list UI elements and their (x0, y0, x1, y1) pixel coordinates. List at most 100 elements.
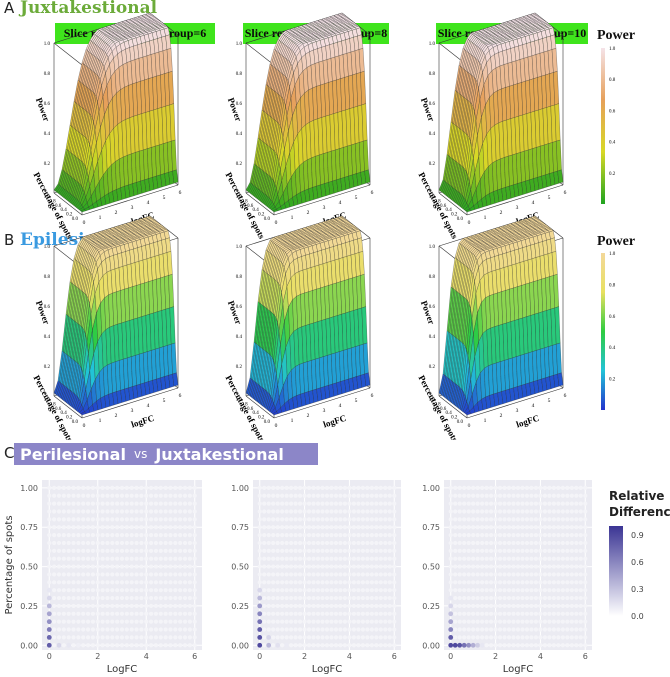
x-tick-label: 3 (131, 408, 134, 414)
grid-point (333, 619, 339, 624)
grid-point (129, 619, 134, 624)
grid-point (297, 595, 303, 601)
grid-point (533, 572, 539, 577)
grid-point (262, 509, 267, 514)
grid-point (369, 532, 374, 538)
grid-point (257, 501, 262, 506)
box-edge (273, 184, 371, 216)
grid-point (320, 532, 325, 538)
grid-point (351, 556, 357, 561)
grid-point (134, 595, 139, 601)
grid-point (374, 556, 379, 561)
grid-point (466, 595, 471, 601)
grid-point (356, 588, 361, 593)
grid-point (105, 532, 110, 538)
z-tick-label: 0.4 (44, 132, 51, 137)
grid-point (320, 588, 325, 593)
grid-point (493, 603, 498, 609)
data-point (46, 642, 52, 648)
x-axis-label: LogFC (107, 664, 138, 675)
grid-point (529, 580, 534, 585)
grid-point (365, 509, 370, 514)
grid-point (347, 532, 352, 538)
box-edge (53, 192, 83, 216)
grid-point (95, 603, 100, 609)
grid-point (61, 548, 66, 553)
grid-point (506, 509, 512, 514)
grid-point (347, 627, 352, 632)
grid-point (182, 595, 188, 601)
grid-point (475, 532, 480, 538)
grid-point (315, 603, 321, 609)
data-point (275, 642, 281, 648)
grid-point (293, 588, 298, 593)
grid-point (471, 572, 476, 577)
box-edge (53, 395, 83, 419)
grid-point (47, 532, 52, 538)
grid-point (329, 556, 334, 561)
grid-point (462, 485, 467, 490)
grid-point (342, 548, 348, 553)
grid-point (280, 509, 285, 514)
grid-point (110, 493, 115, 498)
grid-point (134, 556, 139, 561)
grid-point (289, 588, 294, 593)
grid-point (497, 603, 503, 609)
grid-point (471, 501, 476, 506)
grid-point (365, 643, 370, 648)
grid-point (311, 588, 316, 593)
grid-point (119, 643, 125, 648)
grid-point (356, 485, 361, 490)
grid-point (168, 595, 173, 601)
grid-point (374, 517, 379, 522)
grid-point (56, 548, 62, 553)
grid-point (76, 517, 81, 522)
grid-point (297, 493, 303, 498)
grid-point (524, 501, 530, 506)
grid-point (515, 540, 521, 546)
grid-point (115, 509, 120, 514)
x-tick-label: 1 (291, 215, 294, 221)
grid-point (66, 595, 71, 601)
grid-point (297, 627, 303, 632)
grid-point (115, 501, 120, 506)
grid-point (148, 643, 154, 648)
grid-point (262, 525, 267, 530)
y-tick-label: 0.4 (61, 208, 68, 213)
grid-point (129, 556, 134, 561)
grid-point (306, 509, 312, 514)
grid-point (493, 588, 498, 593)
x-tick-label: 2 (307, 210, 310, 216)
grid-point (462, 580, 467, 585)
grid-point (387, 525, 392, 530)
grid-point (182, 572, 188, 577)
grid-point (302, 564, 307, 569)
grid-point (158, 643, 163, 648)
grid-point (524, 572, 530, 577)
grid-point (448, 540, 453, 546)
grid-point (148, 572, 154, 577)
grid-point (342, 485, 348, 490)
grid-point (266, 611, 271, 616)
grid-point (158, 627, 163, 632)
grid-point (365, 603, 370, 609)
grid-point (306, 619, 312, 624)
grid-point (488, 493, 494, 498)
grid-point (453, 501, 458, 506)
grid-point (502, 548, 507, 553)
grid-point (515, 525, 521, 530)
grid-point (387, 517, 392, 522)
grid-point (387, 532, 392, 538)
grid-point (289, 517, 294, 522)
grid-point (453, 595, 458, 601)
grid-point (383, 627, 388, 632)
grid-point (124, 517, 129, 522)
grid-point (66, 564, 71, 569)
grid-point (119, 580, 125, 585)
grid-point (547, 580, 552, 585)
grid-point (306, 540, 312, 546)
grid-point (324, 643, 330, 648)
grid-point (262, 556, 267, 561)
grid-point (556, 643, 561, 648)
grid-point (153, 619, 159, 624)
